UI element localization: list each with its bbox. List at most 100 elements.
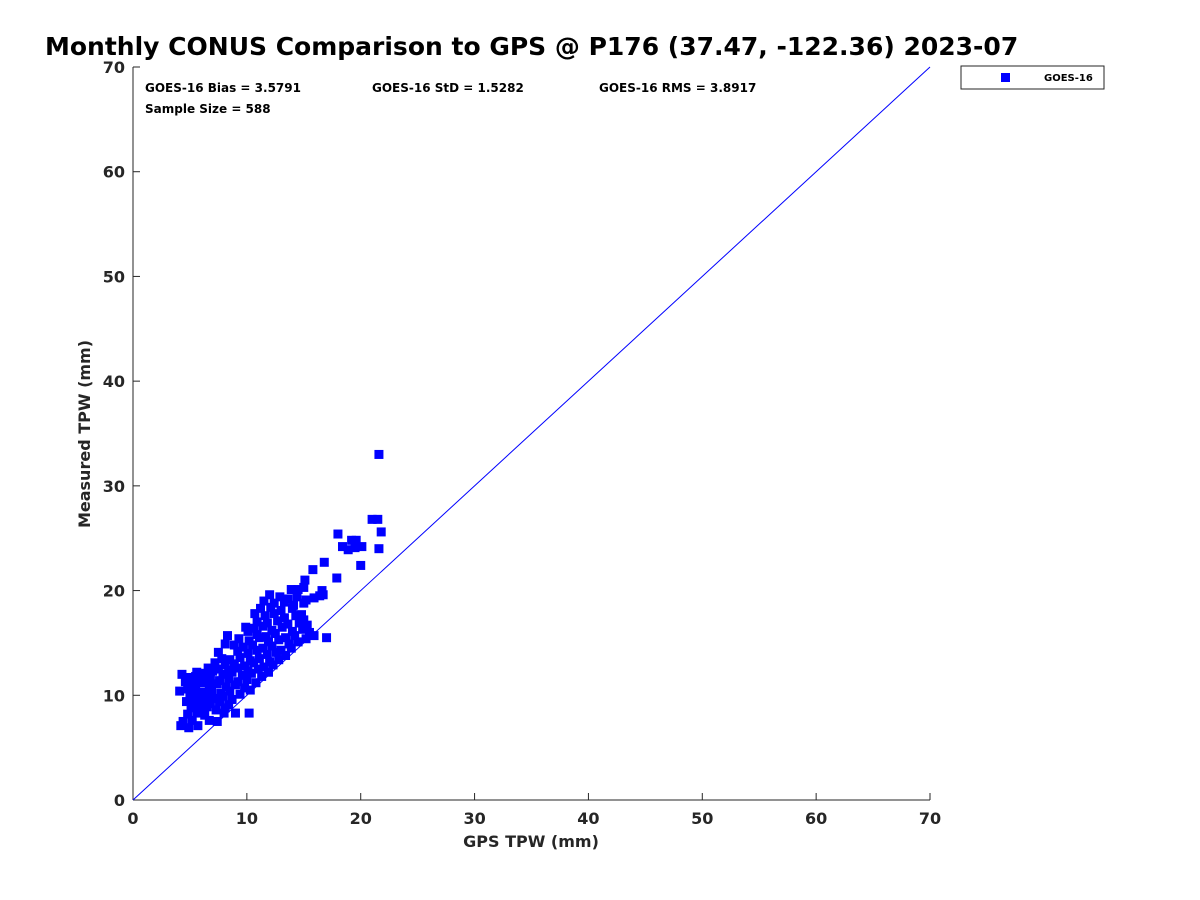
x-axis-label: GPS TPW (mm) [463,832,599,851]
data-point [356,560,366,570]
data-point [322,633,332,643]
data-point [229,640,239,650]
data-point [207,685,217,695]
x-tick-label: 10 [236,809,258,828]
data-point [281,650,291,660]
stat-sample-size: Sample Size = 588 [145,102,271,116]
data-point [269,609,279,619]
data-point [274,655,284,665]
data-point [297,610,307,620]
data-point [308,565,318,575]
data-point [299,615,309,625]
data-point [262,649,272,659]
data-point [270,629,280,639]
data-point [250,609,260,619]
data-point [298,624,308,634]
data-point [200,668,210,678]
data-point [237,670,247,680]
data-point [259,596,269,606]
stat-rms: GOES-16 RMS = 3.8917 [599,81,756,95]
data-point [196,678,206,688]
data-point [248,640,258,650]
data-point [374,544,384,554]
data-point [212,716,222,726]
data-point [233,646,243,656]
y-tick-label: 30 [103,477,125,496]
goes16-series-points [175,449,386,733]
data-point [253,664,263,674]
data-point [246,668,256,678]
data-point [211,705,221,715]
data-point [220,660,230,670]
data-point [245,685,255,695]
data-point [293,637,303,647]
data-point [293,585,303,595]
data-point [227,694,237,704]
data-point [201,690,211,700]
data-point [252,617,262,627]
data-point [230,680,240,690]
data-point [203,663,213,673]
plot-area: 0 10 20 30 40 50 60 70 0 10 20 30 40 50 60 70 [103,58,941,828]
data-point [273,616,283,626]
stat-bias: GOES-16 Bias = 3.5791 [145,81,301,95]
data-point [357,542,367,552]
data-point [302,620,312,630]
data-point [376,527,386,537]
x-tick-label: 20 [350,809,372,828]
data-point [315,591,325,601]
legend-marker-square-icon [1001,73,1010,82]
x-tick-label: 40 [577,809,599,828]
data-point [258,621,268,631]
data-point [290,631,300,641]
data-point [263,667,273,677]
data-point [197,696,207,706]
data-point [213,647,223,657]
data-point [191,685,201,695]
data-point [219,708,229,718]
data-point [299,598,309,608]
data-point [267,641,277,651]
data-point [351,535,361,545]
data-point [265,590,275,600]
data-point [227,667,237,677]
data-point [183,684,193,694]
data-point [218,691,228,701]
data-point [184,723,194,733]
data-point [301,634,311,644]
data-point [240,661,250,671]
data-point [276,645,286,655]
data-point [234,634,244,644]
data-point [304,627,314,637]
data-point [192,708,202,718]
y-tick-label: 70 [103,58,125,77]
data-point [283,619,293,629]
data-point [243,626,253,636]
data-point [175,686,185,696]
data-point [188,679,198,689]
data-point [187,715,197,725]
data-point [240,683,250,693]
x-axis-ticks: 0 10 20 30 40 50 60 70 [127,793,941,828]
data-point [333,529,343,539]
y-tick-label: 50 [103,267,125,286]
data-point [279,597,289,607]
y-axis-ticks: 0 10 20 30 40 50 60 70 [103,58,140,810]
data-point [225,655,235,665]
data-point [367,514,377,524]
data-point [223,631,233,641]
data-point [258,643,268,653]
data-point [244,708,254,718]
legend-label-goes16: GOES-16 [1044,73,1093,84]
data-point [257,671,267,681]
data-point [235,653,245,663]
data-point [209,693,219,703]
data-point [212,679,222,689]
data-point [243,648,253,658]
data-point [309,631,319,641]
data-point [193,721,203,731]
data-point [271,647,281,657]
data-point [292,592,302,602]
